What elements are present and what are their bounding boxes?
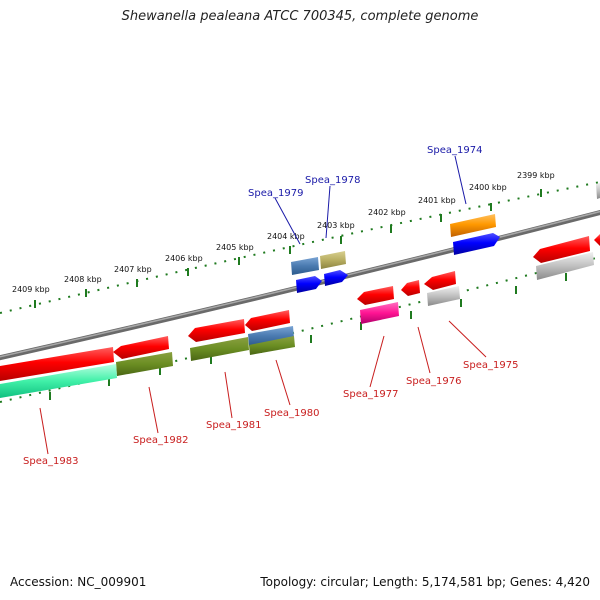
ruler-label: 2401 kbp xyxy=(418,196,456,205)
ruler-label: 2403 kbp xyxy=(317,221,355,230)
gene-feature[interactable] xyxy=(291,257,319,275)
gene-feature[interactable] xyxy=(320,251,346,269)
gene-feature[interactable] xyxy=(113,336,169,359)
gene-feature[interactable] xyxy=(533,236,590,263)
ruler-label: 2409 kbp xyxy=(12,285,50,294)
ruler-label: 2402 kbp xyxy=(368,208,406,217)
ruler-label: 2406 kbp xyxy=(165,254,203,263)
gene-feature[interactable] xyxy=(190,337,249,361)
genome-summary: Topology: circular; Length: 5,174,581 bp… xyxy=(260,575,590,589)
ruler-label: 2407 kbp xyxy=(114,265,152,274)
gene-label[interactable]: Spea_1982 xyxy=(133,435,188,446)
gene-feature[interactable] xyxy=(249,336,295,355)
gene-feature[interactable] xyxy=(401,280,420,296)
gene-feature[interactable] xyxy=(453,233,500,255)
gene-feature[interactable] xyxy=(424,271,456,290)
gene-feature[interactable] xyxy=(248,326,294,346)
forward-genes xyxy=(291,183,600,293)
gene-feature[interactable] xyxy=(324,270,348,286)
gene-feature[interactable] xyxy=(427,286,460,306)
outer-major-ticks xyxy=(34,189,542,308)
gene-feature[interactable] xyxy=(245,310,290,331)
gene-label[interactable]: Spea_1980 xyxy=(264,408,319,419)
gene-label[interactable]: Spea_1978 xyxy=(305,175,360,186)
gene-feature[interactable] xyxy=(0,347,114,381)
ruler-label: 2404 kbp xyxy=(267,232,305,241)
gene-feature[interactable] xyxy=(296,276,322,293)
gene-feature[interactable] xyxy=(357,286,394,305)
ruler-label: 2408 kbp xyxy=(64,275,102,284)
inner-major-ticks xyxy=(49,273,567,400)
reverse-genes xyxy=(0,236,594,398)
gene-label[interactable]: Spea_1981 xyxy=(206,420,261,431)
gene-feature[interactable] xyxy=(536,252,594,280)
gene-label[interactable]: Spea_1976 xyxy=(406,376,461,387)
gene-feature[interactable] xyxy=(360,302,399,324)
accession-label: Accession: NC_009901 xyxy=(10,575,147,589)
outer-tick-track xyxy=(0,181,600,314)
gene-feature[interactable] xyxy=(450,214,496,237)
ruler-label: 2399 kbp xyxy=(517,171,555,180)
map-title: Shewanella pealeana ATCC 700345, complet… xyxy=(121,9,479,24)
ruler-label: 2405 kbp xyxy=(216,243,254,252)
gene-label[interactable]: Spea_1977 xyxy=(343,389,398,400)
gene-label[interactable]: Spea_1983 xyxy=(23,456,78,467)
gene-feature[interactable] xyxy=(0,364,117,398)
ruler-label: 2400 kbp xyxy=(469,183,507,192)
inner-tick-track xyxy=(0,256,600,403)
gene-feature[interactable] xyxy=(116,352,173,376)
gene-label[interactable]: Spea_1975 xyxy=(463,360,518,371)
label-leader-lines xyxy=(39,155,487,455)
gene-label[interactable]: Spea_1979 xyxy=(248,188,303,199)
gene-feature[interactable] xyxy=(188,319,245,342)
gene-label[interactable]: Spea_1974 xyxy=(427,145,482,156)
